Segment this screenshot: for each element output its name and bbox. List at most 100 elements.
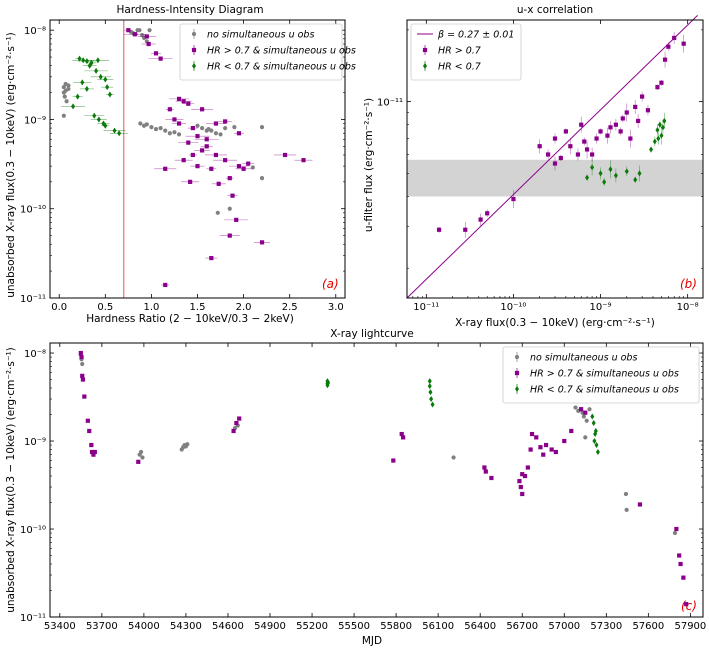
panel-a-xtick-label: 0.5 <box>97 302 113 313</box>
panel-c-data-point <box>482 465 487 470</box>
panel-c-data-point <box>401 435 406 440</box>
panel-c-data-point <box>237 416 242 421</box>
panel-a-data-point <box>213 121 219 126</box>
panel-a-legend-marker <box>191 31 197 37</box>
panel-b: u-x correlation (b) X-ray flux(0.3 − 10k… <box>363 4 704 329</box>
panel-b-data-point <box>637 170 642 177</box>
panel-a-data-point <box>301 158 306 163</box>
panel-b-fit-line <box>406 15 698 299</box>
panel-c-data-point <box>520 491 525 497</box>
panel-a-data-point <box>158 125 163 131</box>
panel-a-data-point <box>230 193 235 198</box>
panel-a-data-point <box>213 131 219 136</box>
panel-a-data-point <box>190 152 195 158</box>
panel-b-data-point <box>633 176 638 183</box>
panel-a-data-point <box>236 164 242 169</box>
panel-a-data-point <box>227 206 232 211</box>
panel-a-ylabel: unabsorbed X-ray flux(0.3 − 10keV) (erg·… <box>5 32 17 298</box>
panel-a-legend-entry: HR < 0.7 & simultaneous u obs <box>207 62 356 73</box>
panel-a-data-point <box>176 96 182 101</box>
panel-b-data-point <box>672 35 677 41</box>
panel-a-data-point <box>232 125 237 130</box>
panel-c-data-point <box>569 428 574 434</box>
panel-c-data-point <box>326 379 331 386</box>
panel-a-data-point <box>98 73 103 80</box>
panel-a-data-point <box>107 91 112 98</box>
panel-b-ytick-label: 10⁻¹¹ <box>377 98 403 109</box>
panel-c-data-point <box>684 602 689 607</box>
panel-b-legend-entry: HR > 0.7 <box>438 46 481 57</box>
panel-b-data-point <box>613 122 618 127</box>
panel-c-xtick-label: 53700 <box>86 621 118 632</box>
panel-b-data-point <box>620 116 625 121</box>
panel-c-xtick-label: 57900 <box>674 621 706 632</box>
panel-a-data-point <box>227 233 232 238</box>
panel-b-series-1 <box>585 112 667 187</box>
panel-a-ytick-label: 10⁻¹⁰ <box>20 205 46 216</box>
panel-c-data-point <box>581 414 586 419</box>
panel-a-data-point <box>71 103 76 110</box>
panel-a-data-point <box>167 131 172 136</box>
panel-b-ylabel: u-filter flux (erg·cm⁻²·s⁻¹) <box>363 98 375 232</box>
panel-b-legend-marker <box>422 47 428 53</box>
panel-a-data-point <box>77 55 82 62</box>
panel-a-data-point <box>92 112 97 119</box>
panel-a-data-point <box>167 107 172 112</box>
panel-b-data-point <box>655 85 660 90</box>
panel-b-data-point <box>598 129 603 134</box>
panel-c-data-point <box>522 473 528 479</box>
panel-c-data-point <box>428 389 433 396</box>
panel-c-data-point <box>89 449 95 455</box>
panel-b-legend-box <box>410 23 522 81</box>
panel-a-legend-marker <box>191 47 197 53</box>
panel-a-data-point <box>200 125 205 131</box>
panel-c-data-point <box>483 469 488 474</box>
panel-a-legend-marker <box>192 63 196 69</box>
panel-a-xtick-label: 1.5 <box>190 302 206 313</box>
panel-c-xtick-label: 56400 <box>464 621 496 632</box>
panel-c-data-point <box>541 452 546 457</box>
panel-a-data-point <box>153 126 159 132</box>
panel-a-data-point <box>81 57 86 64</box>
panel-a-data-point <box>163 128 168 133</box>
panel-b-data-point <box>590 152 595 157</box>
panel-b-xtick-label: 10⁻¹⁰ <box>500 302 526 313</box>
panel-c-xtick-label: 55500 <box>338 621 370 632</box>
panel-c-data-point <box>78 350 83 356</box>
panel-b-series-0 <box>436 31 686 238</box>
panel-b-label: (b) <box>680 277 697 291</box>
panel-c-data-point <box>430 401 435 408</box>
panel-a-data-point <box>227 176 232 181</box>
panel-b-data-point <box>585 174 590 181</box>
panel-a-data-point <box>138 121 143 126</box>
panel-a-data-point <box>103 76 108 83</box>
panel-a-data-point <box>64 99 69 104</box>
panel-c-data-point <box>138 449 144 455</box>
panel-a-data-point <box>84 85 89 92</box>
panel-a-data-point <box>80 79 85 86</box>
panel-b-xlabel: X-ray flux(0.3 − 10keV) (erg·cm⁻²·s⁻¹) <box>455 317 655 329</box>
panel-a-xtick-label: 2.0 <box>236 302 252 313</box>
panel-c-data-point <box>520 472 525 477</box>
panel-a-data-point <box>95 57 100 64</box>
panel-b-data-point <box>605 133 610 138</box>
panel-a-data-point <box>66 86 71 91</box>
panel-b-data-point <box>613 172 618 179</box>
panel-c-legend-entry: HR > 0.7 & simultaneous u obs <box>530 369 679 380</box>
panel-c-xtick-label: 57600 <box>632 621 664 632</box>
panel-c-legend-marker <box>515 386 519 392</box>
panel-a-data-point <box>190 125 195 131</box>
panel-a-data-point <box>259 176 265 181</box>
panel-c-data-point <box>674 526 679 532</box>
panel-c-xtick-label: 54300 <box>170 621 202 632</box>
panel-a-data-point <box>172 117 177 122</box>
panel-c-data-point <box>399 431 404 437</box>
panel-a-data-point <box>75 93 80 100</box>
panel-a-data-point <box>282 152 288 158</box>
panel-a-data-point <box>246 161 251 166</box>
panel-b-data-point <box>649 146 654 153</box>
panel-b-data-point <box>546 152 551 157</box>
panel-b-data-point <box>537 144 542 149</box>
panel-c-data-point <box>578 407 584 412</box>
